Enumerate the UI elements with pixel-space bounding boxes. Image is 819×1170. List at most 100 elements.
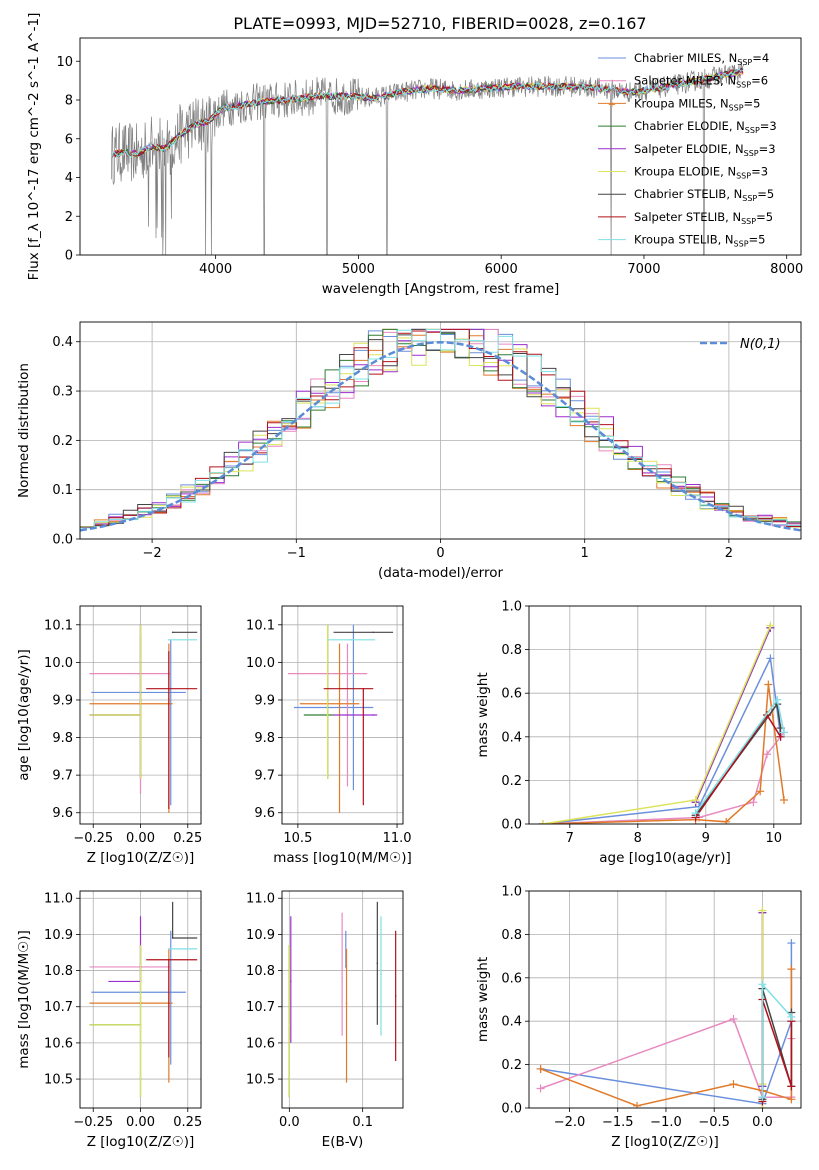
data-marker [766, 654, 775, 663]
data-marker [538, 820, 547, 824]
y-tick-label: 0.2 [501, 774, 522, 789]
data-point [139, 1024, 142, 1026]
data-marker [756, 787, 765, 796]
x-tick-label: 0.0 [752, 1115, 773, 1130]
x-tick-label: −2 [143, 546, 162, 561]
legend-marker: + [608, 99, 616, 110]
x-tick-label: 9 [702, 831, 710, 846]
data-point [169, 691, 172, 694]
y-tick-label: 0.0 [501, 818, 522, 833]
x-tick-label: 0.1 [352, 1115, 373, 1130]
y-tick-label: 10.6 [246, 1036, 275, 1051]
plot-area [89, 624, 198, 813]
data-marker [729, 1080, 738, 1089]
x-tick-label: −1.0 [650, 1115, 682, 1130]
legend-label: Chabrier STELIB, NSSP=5 [634, 187, 774, 203]
panel-mass_weight_vs_age: 7 8 9 10 0.0 0.2 0.4 0.6 0.8 1.0 age [log10(age/yr… [475, 600, 802, 866]
legend-label: Kroupa STELIB, NSSP=5 [634, 233, 765, 249]
data-point [139, 714, 142, 716]
series-line [542, 625, 772, 824]
data-point [372, 714, 375, 716]
data-point [346, 672, 349, 675]
x-tick-label: −0.25 [73, 1115, 113, 1130]
y-tick-label: 9.6 [52, 806, 73, 821]
axes-frame [79, 890, 202, 1109]
y-tick-label: 9.8 [52, 731, 73, 746]
legend-label: Chabrier ELODIE, NSSP=3 [634, 119, 777, 135]
data-marker [787, 1012, 796, 1021]
axes-frame [79, 37, 802, 256]
legend-label: Kroupa MILES, NSSP=5 [634, 96, 760, 112]
data-point [345, 1002, 348, 1004]
data-marker [691, 809, 700, 818]
series-line [761, 999, 793, 1102]
panel-residuals: −2 −1 0 1 2 0.0 0.1 0.2 0.3 0.4 (data-model)/error… [16, 321, 802, 581]
y-tick-label: 11.0 [44, 892, 73, 907]
y-tick-label: 9.9 [52, 693, 73, 708]
x-tick-label: −1 [287, 546, 306, 561]
y-tick-label: 6 [65, 132, 73, 147]
y-tick-label: 0.4 [501, 730, 522, 745]
x-tick-label: −1.5 [602, 1115, 634, 1130]
y-tick-label: 0.8 [501, 928, 522, 943]
data-point [394, 995, 397, 997]
y-tick-label: 10.8 [44, 964, 73, 979]
y-tick-label: 0.1 [52, 483, 73, 498]
data-point [341, 977, 343, 979]
plot-area [287, 624, 394, 813]
y-tick-label: 0.8 [501, 643, 522, 658]
series-line [542, 684, 785, 824]
data-marker [787, 1095, 796, 1104]
x-axis-label: Z [log10(Z/Z☉)] [87, 850, 195, 866]
y-tick-label: 10.8 [246, 964, 275, 979]
x-axis-label: Z [log10(Z/Z☉)] [611, 1134, 719, 1150]
legend-label: Salpeter ELODIE, NSSP=3 [634, 142, 776, 158]
data-point [168, 687, 170, 690]
x-axis-label: Z [log10(Z/Z☉)] [87, 1134, 195, 1150]
data-point [288, 1024, 291, 1026]
plot-area [110, 60, 744, 255]
x-axis-label: E(B-V) [322, 1134, 364, 1150]
y-tick-label: 0.0 [52, 533, 73, 548]
x-tick-label: 1 [581, 546, 589, 561]
data-marker [764, 680, 773, 689]
series-line [542, 655, 782, 824]
x-tick-label: 10.5 [283, 831, 312, 846]
x-tick-label: −0.5 [698, 1115, 730, 1130]
x-axis-label: wavelength [Angstrom, rest frame] [322, 281, 560, 297]
y-axis-label: Normed distribution [16, 363, 32, 498]
x-tick-label: 2 [725, 546, 733, 561]
legend-label: Chabrier MILES, NSSP=4 [634, 51, 769, 67]
data-marker [758, 906, 767, 915]
y-tick-label: 9.8 [254, 731, 275, 746]
y-tick-label: 9.7 [52, 769, 73, 784]
x-axis-label: mass [log10(M/M☉)] [273, 850, 412, 866]
gaussian-curve [80, 340, 801, 532]
plot-area [288, 901, 397, 1098]
y-axis-label: mass weight [475, 957, 491, 1042]
model-line [110, 68, 744, 158]
data-marker [780, 796, 788, 805]
data-point [168, 948, 170, 950]
legend: Chabrier MILES, NSSP=4 Salpeter MILES, NS… [598, 51, 777, 249]
data-point [168, 639, 170, 641]
data-marker [758, 980, 767, 989]
panel-mass_weight_vs_Z: −2.0 −1.5 −1.0 −0.5 0.0 0.0 0.2 0.4 0.6 0.8 1.0 Z [… [475, 885, 802, 1150]
x-axis-label: age [log10(age/yr)] [599, 850, 731, 866]
y-tick-label: 9.7 [254, 769, 275, 784]
data-point [168, 958, 170, 961]
data-point [352, 706, 355, 709]
data-point [338, 702, 341, 705]
y-tick-label: 0.6 [501, 971, 522, 986]
plot-area [89, 901, 198, 1098]
axes-frame [281, 890, 404, 1109]
data-marker [633, 1101, 642, 1108]
y-tick-label: 0.0 [501, 1102, 522, 1117]
data-point [362, 687, 365, 690]
y-tick-label: 10.7 [44, 1000, 73, 1015]
y-tick-label: 8 [65, 94, 73, 109]
y-axis-label: mass weight [475, 672, 491, 757]
axes-frame [528, 605, 802, 825]
figure-title: PLATE=0993, MJD=52710, FIBERID=0028, z=0… [233, 14, 646, 33]
data-point [171, 937, 174, 939]
